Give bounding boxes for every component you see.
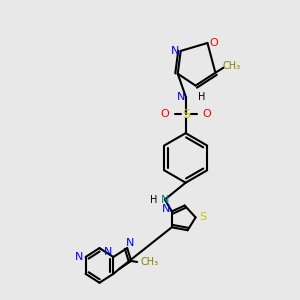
Text: CH₃: CH₃ — [141, 257, 159, 267]
Text: O: O — [160, 109, 169, 119]
Text: N: N — [104, 247, 112, 257]
Text: S: S — [199, 212, 206, 222]
Text: N: N — [161, 194, 169, 205]
Text: N: N — [74, 252, 83, 262]
Text: N: N — [176, 92, 185, 101]
Text: H: H — [198, 92, 205, 101]
Text: O: O — [202, 109, 211, 119]
Text: CH₃: CH₃ — [222, 61, 240, 71]
Text: H: H — [150, 194, 158, 205]
Text: N: N — [126, 238, 134, 248]
Text: N: N — [162, 204, 170, 214]
Text: O: O — [209, 38, 218, 48]
Text: N: N — [171, 46, 179, 56]
Text: S: S — [182, 108, 190, 121]
